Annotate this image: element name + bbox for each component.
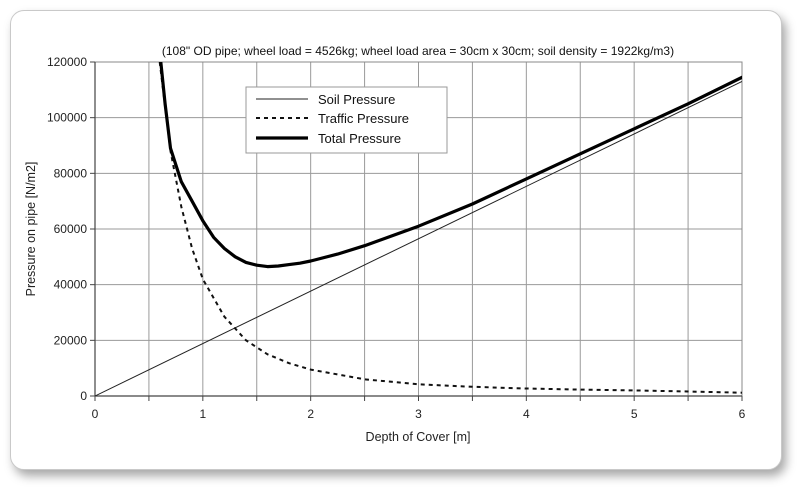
series-soil-pressure — [95, 81, 742, 396]
series-traffic-pressure — [158, 62, 742, 394]
y-tick-label: 0 — [80, 389, 87, 403]
x-axis-label: Depth of Cover [m] — [366, 430, 471, 444]
series-total-pressure — [159, 62, 742, 269]
legend-label-soil: Soil Pressure — [318, 92, 395, 107]
x-tick-labels: 0 1 2 3 4 5 6 — [92, 407, 746, 421]
legend-label-total: Total Pressure — [318, 131, 401, 146]
x-tick-label: 5 — [631, 407, 638, 421]
y-tick-label: 100000 — [47, 111, 87, 125]
y-axis-label: Pressure on pipe [N/m2] — [24, 162, 38, 297]
y-tick-label: 80000 — [54, 166, 88, 180]
x-tick-label: 3 — [415, 407, 422, 421]
legend-box — [245, 86, 448, 154]
x-tick-label: 2 — [307, 407, 314, 421]
x-tick-label: 6 — [739, 407, 746, 421]
legend: Soil Pressure Traffic Pressure Total Pre… — [245, 86, 448, 154]
x-tick-label: 0 — [92, 407, 99, 421]
y-tick-labels: 0 20000 40000 60000 80000 100000 120000 — [47, 55, 87, 403]
x-tick-label: 4 — [523, 407, 530, 421]
legend-label-traffic: Traffic Pressure — [318, 111, 409, 126]
y-tick-label: 60000 — [54, 222, 88, 236]
y-tick-label: 40000 — [54, 278, 88, 292]
axes — [90, 61, 743, 401]
series-lines — [95, 62, 742, 396]
chart-title: (108" OD pipe; wheel load = 4526kg; whee… — [162, 44, 674, 58]
x-tick-label: 1 — [199, 407, 206, 421]
y-tick-label: 20000 — [54, 333, 88, 347]
y-tick-label: 120000 — [47, 55, 87, 69]
